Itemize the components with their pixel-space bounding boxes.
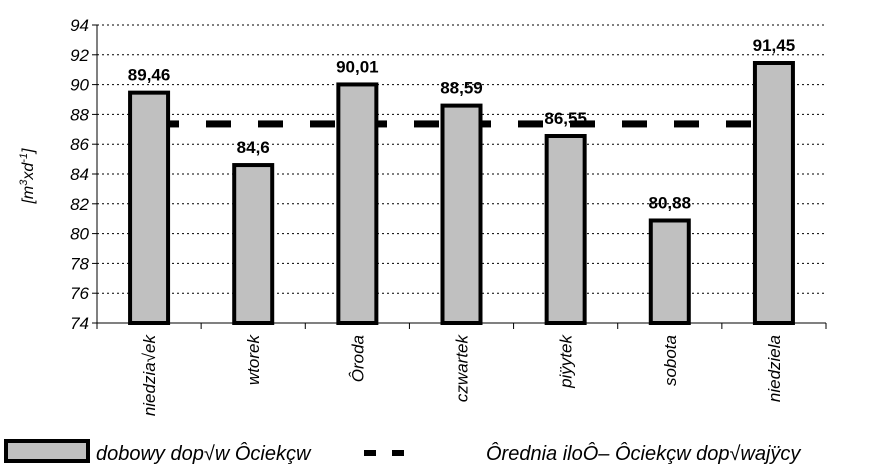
bar (440, 103, 483, 326)
y-axis-label-exp2: -1 (18, 153, 30, 163)
data-label: 88,59 (440, 79, 483, 98)
y-tick-label: 88 (70, 105, 89, 124)
average-line-dash (414, 120, 439, 128)
legend-line-label: Ôrednia iloÔ– Ôciekçw dop√wajÿcy (486, 442, 801, 465)
average-line-dash (622, 120, 647, 128)
y-tick-label: 84 (70, 165, 89, 184)
y-tick-label: 86 (70, 135, 89, 154)
bar (232, 163, 275, 325)
x-tick-label: piÿytek (557, 334, 576, 389)
average-line-dash (726, 120, 751, 128)
bars (128, 60, 795, 326)
data-label: 91,45 (753, 36, 796, 55)
average-line-dash (310, 120, 335, 128)
grid-lines (97, 24, 826, 294)
y-tick-label: 92 (70, 46, 89, 65)
average-line-dash (674, 120, 699, 128)
x-tick-labels: niedzia√ek wtorek Ôroda czwartek piÿytek sobo… (140, 334, 784, 417)
x-tick-label: czwartek (453, 334, 472, 403)
legend-line-swatch-2 (392, 450, 404, 456)
data-label: 90,01 (336, 57, 379, 76)
axes (92, 24, 827, 329)
legend-bar-label: dobowy dop√w Ôciekçw (96, 442, 312, 465)
y-tick-label: 82 (70, 195, 89, 214)
data-labels: 89,46 84,6 90,01 88,59 86,55 80,88 91,45 (128, 36, 795, 212)
y-tick-label: 80 (70, 225, 89, 244)
average-line-dash (258, 120, 283, 128)
y-tick-label: 90 (70, 76, 89, 95)
legend: dobowy dop√w Ôciekçw Ôrednia iloÔ– Ôciek… (4, 439, 801, 465)
bar (128, 90, 171, 326)
average-line-dash (570, 120, 595, 128)
y-tick-label: 76 (70, 284, 89, 303)
bar (752, 60, 795, 326)
bar (544, 134, 587, 325)
legend-bar-swatch (4, 439, 90, 463)
bar (648, 218, 691, 326)
data-label: 86,55 (544, 109, 587, 128)
y-tick-label: 78 (70, 254, 89, 273)
y-tick-label: 94 (70, 16, 89, 35)
x-tick-label: Ôroda (348, 335, 367, 382)
data-label: 80,88 (649, 193, 692, 212)
y-axis-label: [m3xd-1] (18, 148, 37, 205)
x-tick-label: sobota (661, 335, 680, 386)
data-label: 84,6 (237, 138, 270, 157)
legend-line-swatch-1 (364, 450, 376, 456)
y-tick-labels: 74 76 78 80 82 84 86 88 90 92 94 (70, 16, 89, 333)
y-axis-label-mid: xd (20, 162, 37, 181)
y-axis-label-end: ] (20, 148, 37, 155)
average-line-dash (206, 120, 231, 128)
average-line-dash (518, 120, 543, 128)
y-axis-label-exp1: 3 (18, 179, 30, 186)
x-tick-label: niedzia√ek (140, 334, 159, 417)
y-tick-label: 74 (70, 314, 89, 333)
bar (336, 82, 379, 325)
data-label: 89,46 (128, 66, 171, 85)
x-tick-label: wtorek (244, 334, 263, 386)
x-tick-label: niedziela (765, 335, 784, 402)
